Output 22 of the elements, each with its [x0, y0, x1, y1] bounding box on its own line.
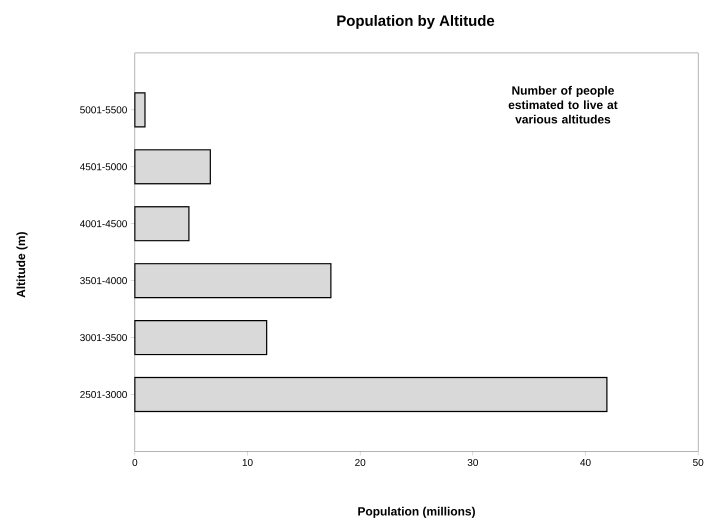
- chart-title: Population by Altitude: [337, 14, 494, 29]
- x-tick-label: 20: [355, 458, 366, 466]
- y-tick-label: 2501-3000: [80, 390, 127, 398]
- y-axis-title: Altitude (m): [16, 232, 28, 298]
- y-tick-label: 3001-3500: [80, 334, 127, 341]
- bar: [134, 376, 608, 412]
- bar: [134, 149, 211, 184]
- y-tick-label: 4001-4500: [80, 220, 127, 228]
- x-tick-label: 10: [242, 458, 253, 466]
- bar: [134, 262, 332, 298]
- y-tick-label: 4501-5000: [80, 163, 127, 170]
- y-tick-label: 5001-5500: [80, 106, 127, 114]
- x-tick-label: 50: [693, 458, 704, 466]
- x-tick-label: 30: [468, 458, 478, 466]
- x-tick-label: 40: [580, 458, 591, 466]
- bar: [134, 320, 268, 355]
- x-axis-title: Population (millions): [358, 506, 475, 518]
- x-tick-label: 0: [132, 458, 138, 466]
- annotation: Number of people estimated to live at various altitudes: [508, 86, 618, 124]
- y-tick-label: 3501-4000: [80, 276, 127, 284]
- bar: [134, 92, 146, 128]
- bar: [134, 206, 190, 242]
